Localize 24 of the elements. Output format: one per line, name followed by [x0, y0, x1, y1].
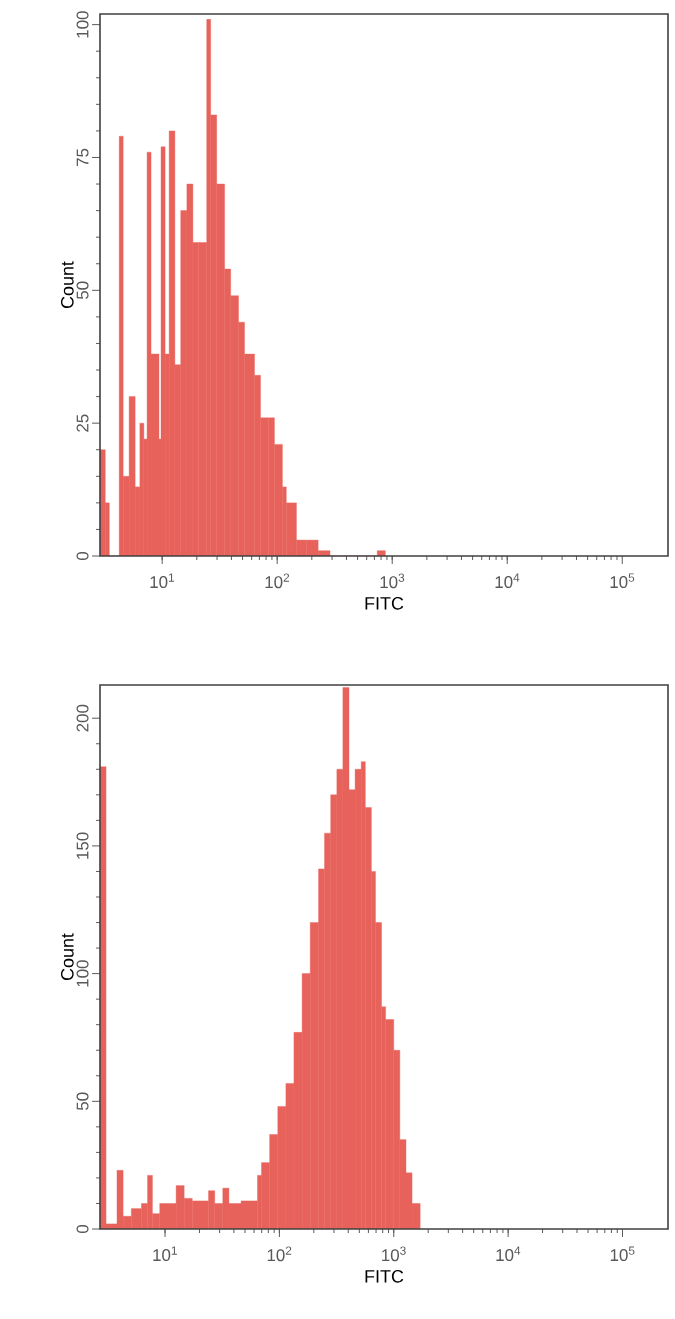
x-tick-label: 10$^{1}$	[153, 1246, 177, 1262]
y-tick-label: 75	[76, 148, 89, 167]
x-axis-title: FITC	[365, 1270, 404, 1283]
y-tick-label: 200	[76, 704, 89, 732]
x-tick-label: 10$^{5}$	[610, 573, 635, 589]
x-tick-label: 10$^{1}$	[150, 573, 175, 589]
x-tick-label: 10$^{5}$	[610, 1246, 635, 1262]
x-tick-label: 10$^{4}$	[495, 573, 520, 589]
x-tick-label: 10$^{3}$	[380, 573, 405, 589]
y-tick-label: 0	[76, 551, 89, 561]
x-tick-label: 10$^{4}$	[496, 1246, 521, 1262]
y-tick-label: 25	[76, 414, 89, 432]
x-tick-label: 10$^{2}$	[265, 573, 290, 589]
x-axis-title: FITC	[365, 596, 404, 610]
y-tick-label: 50	[76, 281, 89, 300]
y-tick-label: 100	[76, 11, 89, 38]
y-tick-label: 100	[76, 960, 89, 987]
y-tick-label: 150	[76, 832, 89, 859]
x-tick-label: 10$^{2}$	[267, 1246, 292, 1262]
y-tick-label: 50	[76, 1092, 89, 1111]
y-axis-title: Count	[60, 933, 74, 981]
y-axis-title: Count	[60, 261, 74, 309]
y-tick-label: 0	[76, 1224, 89, 1234]
x-tick-label: 10$^{3}$	[382, 1246, 406, 1262]
